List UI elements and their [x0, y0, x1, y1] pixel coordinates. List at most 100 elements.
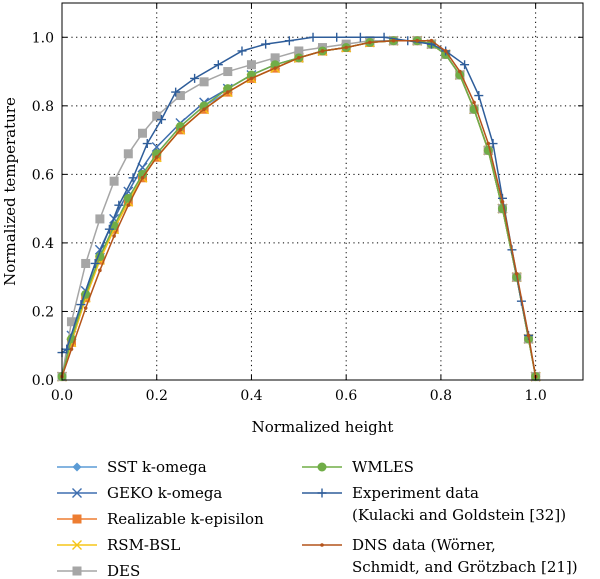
data-point	[202, 107, 206, 112]
legend-label: RSM-BSL	[107, 536, 180, 554]
data-point	[294, 46, 304, 56]
legend-label: GEKO k-omega	[107, 484, 222, 502]
data-point	[199, 77, 209, 87]
data-point	[81, 258, 91, 268]
data-point	[109, 176, 119, 186]
data-point	[76, 300, 86, 310]
data-point	[69, 347, 74, 351]
data-point	[128, 173, 138, 183]
data-point	[138, 169, 148, 179]
data-point	[223, 67, 233, 77]
data-point	[123, 149, 133, 159]
data-point	[500, 199, 505, 204]
legend-marker	[317, 462, 327, 472]
x-axis-title: Normalized height	[252, 418, 394, 436]
data-point	[332, 32, 342, 42]
data-point	[297, 56, 301, 60]
y-tick-label: 0.2	[32, 304, 54, 320]
data-point	[474, 91, 484, 101]
x-tick-label: 0.2	[146, 388, 168, 404]
data-point	[114, 200, 124, 210]
data-point	[379, 32, 389, 42]
legend-marker	[72, 540, 82, 550]
series-line	[61, 39, 537, 377]
data-point	[156, 115, 166, 125]
grid-lines	[62, 3, 583, 380]
y-tick-label: 1.0	[32, 30, 54, 46]
legend-item: DNS data (Wörner, Schmidt, and Grötzbach …	[302, 536, 578, 576]
y-tick-label: 0.6	[32, 167, 54, 183]
data-point	[458, 69, 462, 74]
legend-marker	[317, 488, 327, 498]
data-point	[138, 128, 148, 138]
y-axis-title: Normalized temperature	[1, 97, 19, 286]
legend-label: Experiment data	[352, 484, 479, 502]
x-tick-label: 0.8	[430, 388, 452, 404]
legend-marker	[72, 514, 82, 524]
data-point	[246, 60, 256, 70]
x-tick-label: 0.0	[51, 388, 73, 404]
series-line	[61, 39, 537, 377]
data-point	[270, 53, 280, 63]
data-point	[429, 38, 434, 43]
data-point	[273, 66, 277, 70]
data-point	[95, 214, 105, 224]
data-point	[443, 49, 448, 53]
data-point	[526, 333, 531, 338]
data-point	[368, 40, 372, 45]
data-point	[154, 155, 159, 160]
legend-marker	[72, 566, 82, 576]
data-point	[320, 49, 325, 53]
data-point	[190, 73, 200, 83]
series-line	[61, 39, 537, 377]
data-point	[284, 36, 294, 46]
y-tick-label: 0.4	[32, 236, 54, 252]
series-experiment-data-kulacki-and-goldstein-32	[57, 32, 534, 358]
y-tick-label: 0.8	[32, 99, 54, 115]
legend-label: SST k-omega	[107, 458, 207, 476]
legend-label: DNS data (Wörner,	[352, 536, 496, 554]
plot-area-frame	[61, 2, 584, 381]
series-group	[57, 32, 541, 382]
data-point	[83, 306, 88, 310]
x-tick-label: 1.0	[525, 388, 547, 404]
data-point	[486, 141, 491, 146]
legend-item: SST k-omega	[57, 458, 207, 476]
legend-item: Experiment data (Kulacki and Goldstein [3…	[302, 484, 566, 524]
data-point	[213, 60, 223, 70]
y-tick-label: 0.0	[32, 373, 54, 389]
data-point	[249, 76, 254, 81]
data-point	[66, 317, 76, 327]
data-point	[472, 100, 476, 105]
data-point	[355, 32, 365, 42]
data-point	[112, 234, 116, 238]
legend-label: DES	[107, 562, 140, 579]
series-dns-data-w-rner-schmidt-and-gr-tzbach-21	[60, 38, 538, 379]
data-point	[225, 90, 230, 94]
data-point	[261, 39, 271, 49]
legend-item: Realizable k-episilon	[57, 510, 264, 528]
legend-marker	[72, 488, 82, 498]
legend-label: WMLES	[352, 458, 414, 476]
data-point	[344, 45, 348, 50]
data-point	[152, 149, 162, 159]
axis-ticks: 0.0 0.2 0.4 0.6 0.8 1.0 0.0 0.2 0.4 0.6 0.8 1.0	[32, 3, 583, 404]
legend-label: (Kulacki and Goldstein [32])	[352, 506, 566, 524]
legend-item: RSM-BSL	[57, 536, 180, 554]
data-point	[104, 224, 114, 234]
x-tick-label: 0.4	[240, 388, 262, 404]
data-point	[237, 46, 247, 56]
data-point	[142, 139, 152, 149]
legend-item: WMLES	[302, 458, 414, 476]
series-line	[61, 39, 537, 377]
data-point	[178, 128, 183, 132]
data-point	[460, 60, 470, 70]
series-line	[61, 39, 537, 377]
data-point	[98, 268, 102, 273]
data-point	[391, 38, 396, 43]
legend-marker	[72, 462, 82, 472]
legend-marker	[320, 543, 324, 547]
data-point	[152, 111, 162, 121]
data-point	[175, 91, 185, 101]
